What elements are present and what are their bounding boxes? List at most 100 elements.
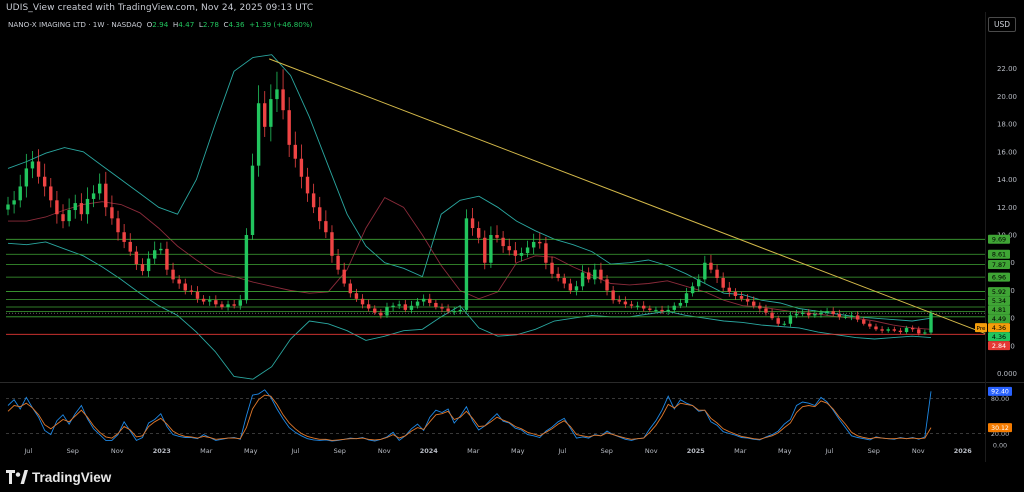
time-tick-label: Jul <box>557 447 566 455</box>
time-tick-label: May <box>511 447 525 455</box>
candle-body <box>342 269 346 284</box>
oscillator-value-label-bg <box>988 423 1012 433</box>
candle-body <box>819 312 823 315</box>
tradingview-logo[interactable]: TradingView <box>6 470 111 485</box>
candle-body <box>122 232 126 242</box>
oscillator-value-label: 92.40 <box>991 389 1009 396</box>
candle-body <box>531 241 536 248</box>
candle-body <box>330 232 334 256</box>
candle-body <box>727 287 731 292</box>
candle-body <box>464 218 469 310</box>
time-tick-label: Mar <box>467 447 480 455</box>
candle-body <box>483 237 487 263</box>
horizontal-levels <box>6 238 985 335</box>
candle-body <box>770 312 774 319</box>
time-tick-label: Sep <box>67 447 79 455</box>
price-level-label-bg <box>988 296 1010 306</box>
candle-body <box>116 218 120 233</box>
change-value: +1.39 (+46.80%) <box>249 20 313 29</box>
candle-body <box>831 311 835 315</box>
candle-body <box>758 305 762 309</box>
candle-body <box>232 304 236 306</box>
price-level-label: 5.34 <box>992 297 1006 305</box>
trendline-layer[interactable] <box>268 58 986 334</box>
candle-body <box>501 237 505 247</box>
candle-body <box>752 301 756 306</box>
candle-body <box>201 298 206 302</box>
candles[interactable] <box>6 69 933 336</box>
candle-body <box>715 269 719 278</box>
candle-body <box>287 110 291 145</box>
close-value: 4.36 <box>228 20 245 29</box>
candle-body <box>6 204 10 210</box>
candle-body <box>73 203 77 211</box>
candle-body <box>855 315 860 320</box>
candle-body <box>324 221 328 233</box>
candle-body <box>697 279 701 287</box>
candle-body <box>788 315 793 324</box>
candle-body <box>489 234 493 263</box>
price-tick-label: 14.00 <box>997 176 1017 184</box>
candle-body <box>24 168 29 187</box>
candle-body <box>904 327 909 333</box>
candle-body <box>409 305 414 310</box>
axes: 22.0020.0018.0016.0014.0012.0010.008.006… <box>23 65 1017 455</box>
candle-body <box>629 304 634 306</box>
candle-body <box>776 318 780 324</box>
brand-name: TradingView <box>32 469 112 485</box>
price-tick-label: 18.00 <box>997 121 1017 129</box>
price-level-label-bg <box>988 287 1010 297</box>
price-level-label-bg <box>988 341 1010 351</box>
candle-body <box>519 253 524 256</box>
candle-body <box>910 327 915 330</box>
candle-body <box>91 193 96 199</box>
candle-body <box>97 183 102 194</box>
time-tick-label: May <box>244 447 258 455</box>
candle-body <box>660 309 664 312</box>
candle-body <box>397 304 401 306</box>
candle-body <box>886 329 890 331</box>
candle-body <box>214 300 218 305</box>
candle-body <box>525 247 530 254</box>
candle-body <box>642 305 646 309</box>
candle-body <box>843 316 848 318</box>
candle-body <box>305 176 310 194</box>
candle-body <box>18 186 22 201</box>
price-level-label: 5.92 <box>992 288 1006 296</box>
candle-body <box>666 309 670 312</box>
time-tick-label: Nov <box>378 447 391 455</box>
time-tick-label: 2025 <box>687 447 706 455</box>
candle-body <box>495 234 499 238</box>
candle-body <box>684 293 689 303</box>
candle-body <box>611 290 615 301</box>
candle-body <box>385 307 389 316</box>
candle-body <box>226 304 230 308</box>
candle-body <box>318 207 322 222</box>
candle-body <box>745 298 750 302</box>
candle-body <box>678 302 683 306</box>
time-tick-label: Nov <box>645 447 658 455</box>
candle-body <box>42 176 47 187</box>
open-label: O <box>146 20 153 29</box>
candle-body <box>672 305 676 310</box>
price-level-label: 8.61 <box>992 251 1006 259</box>
candle-body <box>513 250 518 256</box>
candle-body <box>849 315 854 317</box>
candle-body <box>140 264 145 272</box>
time-tick-label: Sep <box>601 447 613 455</box>
candle-body <box>452 311 456 313</box>
candle-body <box>813 314 817 316</box>
candle-body <box>837 314 842 317</box>
time-tick-label: 2023 <box>153 447 171 455</box>
currency-button[interactable]: USD <box>988 17 1016 32</box>
close-label: C <box>223 20 229 29</box>
time-tick-label: Nov <box>111 447 124 455</box>
price-level-label-bg <box>988 332 1010 342</box>
symbol-legend[interactable]: NANO-X IMAGING LTD · 1W · NASDAQ O2.94 H… <box>8 20 312 29</box>
candle-body <box>146 258 151 272</box>
candle-body <box>544 243 548 263</box>
tradingview-logo-icon <box>6 470 28 484</box>
time-tick-label: Jul <box>824 447 833 455</box>
candle-body <box>739 296 744 299</box>
chart-area[interactable]: 22.0020.0018.0016.0014.0012.0010.008.006… <box>0 0 1024 462</box>
